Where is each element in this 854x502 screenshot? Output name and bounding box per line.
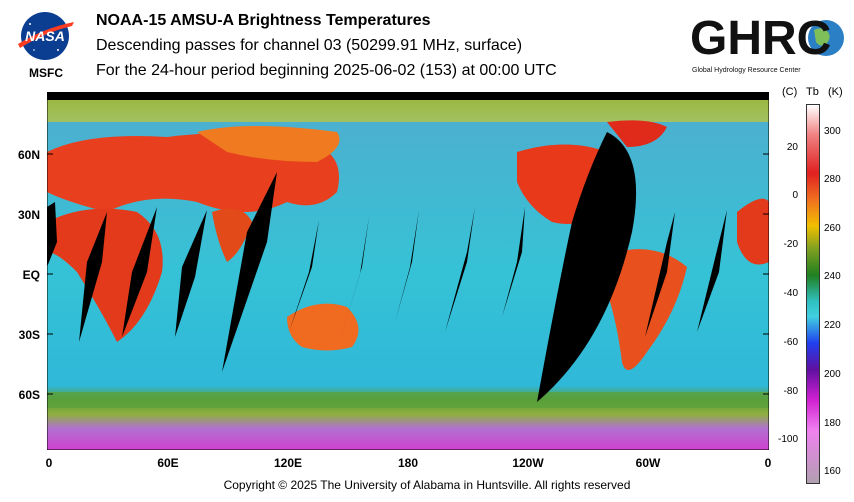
ghrc-logo-text: GHRC xyxy=(690,12,831,65)
colorbar-k-220: 220 xyxy=(824,320,841,331)
colorbar-unit-c: (C) xyxy=(782,86,798,98)
ghrc-caption: Global Hydrology Resource Center xyxy=(692,67,801,74)
page-subtitle: Descending passes for channel 03 (50299.… xyxy=(96,37,523,54)
lon-label-180: 180 xyxy=(397,456,419,470)
colorbar-c-20: 20 xyxy=(786,142,798,153)
lat-label-60s: 60S xyxy=(18,388,40,402)
page-title: NOAA-15 AMSU-A Brightness Temperatures xyxy=(96,12,431,29)
lon-label-0: 0 xyxy=(45,456,53,470)
msfc-label: MSFC xyxy=(29,66,63,80)
colorbar-k-160: 160 xyxy=(824,466,841,477)
colorbar-k-300: 300 xyxy=(824,126,841,137)
colorbar-c-neg80: -80 xyxy=(783,386,798,397)
colorbar-c-neg20: -20 xyxy=(783,239,798,250)
colorbar-c-neg100: -100 xyxy=(777,434,798,445)
colorbar-c-neg40: -40 xyxy=(783,288,798,299)
colorbar xyxy=(806,104,820,484)
lat-label-30n: 30N xyxy=(17,208,40,222)
lon-label-60e: 60E xyxy=(157,456,179,470)
colorbar-k-240: 240 xyxy=(824,271,841,282)
lat-label-60n: 60N xyxy=(17,148,40,162)
brightness-temperature-map xyxy=(47,92,769,450)
colorbar-unit-k: (K) xyxy=(828,86,843,98)
lat-label-eq: EQ xyxy=(22,268,40,282)
ghrc-logo: GHRC Global Hydrology Resource Center xyxy=(690,12,844,74)
colorbar-k-180: 180 xyxy=(824,418,841,429)
lat-label-30s: 30S xyxy=(18,328,40,342)
colorbar-k-260: 260 xyxy=(824,223,841,234)
colorbar-k-280: 280 xyxy=(824,174,841,185)
lon-label-120w: 120W xyxy=(512,456,544,470)
lon-label-120e: 120E xyxy=(273,456,303,470)
nasa-logo-text: NASA xyxy=(25,28,65,44)
colorbar-k-200: 200 xyxy=(824,369,841,380)
colorbar-c-0: 0 xyxy=(792,190,798,201)
colorbar-c-neg60: -60 xyxy=(783,337,798,348)
lon-label-0-right: 0 xyxy=(764,456,772,470)
lon-label-60w: 60W xyxy=(635,456,661,470)
copyright-text: Copyright © 2025 The University of Alaba… xyxy=(223,478,631,492)
colorbar-unit-tb: Tb xyxy=(806,86,819,98)
nasa-logo: NASA xyxy=(18,12,74,60)
period-label: For the 24-hour period beginning 2025-06… xyxy=(96,62,557,79)
